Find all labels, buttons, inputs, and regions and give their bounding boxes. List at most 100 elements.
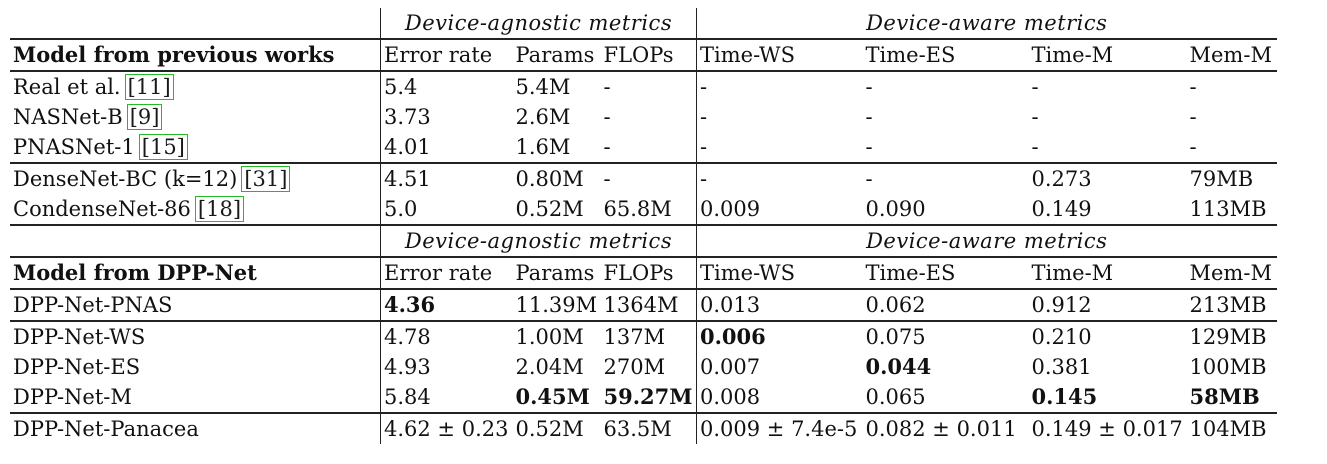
agnostic-group-header: Device-agnostic metrics: [380, 8, 697, 39]
col-header-time-m: Time-M: [1028, 38, 1187, 71]
table-row: DenseNet-BC (k=12) [31] 4.51 0.80M - - - …: [10, 162, 1277, 194]
time-ws-cell: -: [696, 132, 863, 163]
model-name: PNASNet-1: [13, 135, 135, 159]
time-m-cell: 0.210: [1028, 320, 1187, 352]
table-row: PNASNet-1 [15] 4.01 1.6M - - - - -: [10, 132, 1277, 163]
flops-cell: 137M: [600, 320, 697, 352]
mem-m-cell: 129MB: [1186, 320, 1277, 352]
mem-m-cell: -: [1186, 70, 1277, 102]
model-name-cell: PNASNet-1 [15]: [10, 132, 381, 163]
flops-cell: -: [603, 105, 611, 129]
time-es-cell: 0.065: [865, 385, 926, 409]
time-es-cell: -: [862, 70, 1029, 102]
params-cell: 0.45M: [515, 384, 590, 409]
params-cell: 11.39M: [512, 288, 601, 321]
mem-m-cell: 100MB: [1189, 355, 1267, 379]
time-ws-cell: -: [696, 102, 863, 132]
time-ws-cell: 0.008: [696, 382, 863, 413]
mem-m-cell: 58MB: [1189, 384, 1260, 409]
model-name-cell: CondenseNet-86 [18]: [10, 194, 381, 225]
empty-header-cell: [10, 224, 381, 257]
table-row: NASNet-B [9] 3.73 2.6M - - - - -: [10, 102, 1277, 132]
error-rate-cell: 4.51: [380, 162, 513, 194]
model-name: CondenseNet-86: [13, 197, 191, 221]
time-es-cell: 0.044: [865, 354, 932, 379]
col-header-mem-m: Mem-M: [1186, 256, 1277, 289]
table-row: DPP-Net-ES 4.93 2.04M 270M 0.007 0.044 0…: [10, 352, 1277, 382]
group-header-row: Device-agnostic metrics Device-aware met…: [10, 8, 1277, 39]
flops-cell: -: [603, 135, 611, 159]
time-ws-cell: 0.009: [696, 194, 863, 225]
time-es-cell: -: [865, 105, 873, 129]
citation-link[interactable]: [31]: [241, 166, 291, 192]
time-ws-cell: -: [696, 70, 863, 102]
time-ws-cell: 0.007: [696, 352, 863, 382]
model-name-cell: Real et al. [11]: [10, 70, 381, 102]
model-name-cell: DenseNet-BC (k=12) [31]: [10, 162, 381, 194]
params-cell: 1.6M: [515, 135, 571, 159]
time-m-cell: -: [1031, 135, 1039, 159]
flops-cell: 270M: [603, 355, 666, 379]
citation-link[interactable]: [9]: [126, 104, 163, 130]
time-es-cell: 0.075: [862, 320, 1029, 352]
params-cell: 2.6M: [515, 105, 571, 129]
time-m-cell: 0.381: [1031, 355, 1092, 379]
column-header-row: Model from DPP-Net Error rate Params FLO…: [10, 256, 1277, 289]
col-header-time-ws: Time-WS: [696, 38, 863, 71]
col-header-mem-m: Mem-M: [1186, 38, 1277, 71]
empty-header-cell: [10, 8, 381, 39]
params-cell: 0.80M: [512, 162, 601, 194]
column-header-row: Model from previous works Error rate Par…: [10, 38, 1277, 71]
flops-cell: -: [600, 162, 697, 194]
time-m-cell: 0.149: [1031, 197, 1092, 221]
params-cell: 1.00M: [512, 320, 601, 352]
model-name: NASNet-B: [13, 105, 123, 129]
params-cell: 0.52M: [515, 197, 584, 221]
col-header-time-m: Time-M: [1028, 256, 1187, 289]
flops-cell: 63.5M: [600, 412, 697, 444]
col-header-time-ws: Time-WS: [696, 256, 863, 289]
time-es-cell: 0.062: [862, 288, 1029, 321]
error-rate-cell: 4.62 ± 0.23: [380, 412, 513, 444]
params-cell: 5.4M: [512, 70, 601, 102]
table-row: CondenseNet-86 [18] 5.0 0.52M 65.8M 0.009…: [10, 194, 1277, 225]
group-header-row: Device-agnostic metrics Device-aware met…: [10, 224, 1277, 257]
model-name: DPP-Net-M: [13, 385, 132, 409]
time-ws-cell: 0.009 ± 7.4e-5: [696, 412, 863, 444]
time-m-cell: 0.273: [1028, 162, 1187, 194]
mem-m-cell: 79MB: [1186, 162, 1277, 194]
error-rate-cell: 4.36: [380, 288, 513, 321]
flops-cell: 65.8M: [603, 197, 672, 221]
time-m-cell: -: [1028, 70, 1187, 102]
model-name-cell: NASNet-B [9]: [10, 102, 381, 132]
error-rate-cell: 4.01: [380, 132, 513, 163]
model-name: DPP-Net-ES: [13, 355, 141, 379]
time-ws-cell: -: [696, 162, 863, 194]
table-row: DPP-Net-Panacea 4.62 ± 0.23 0.52M 63.5M …: [10, 412, 1277, 444]
citation-link[interactable]: [11]: [124, 74, 174, 100]
model-name: DPP-Net-PNAS: [10, 288, 381, 321]
table-row: DPP-Net-PNAS 4.36 11.39M 1364M 0.013 0.0…: [10, 288, 1277, 321]
model-name: DenseNet-BC (k=12): [13, 167, 238, 191]
col-header-time-es: Time-ES: [862, 256, 1029, 289]
col-header-flops: FLOPs: [600, 256, 697, 289]
section-title: Model from previous works: [10, 38, 381, 71]
time-es-cell: -: [862, 162, 1029, 194]
time-es-cell: 0.082 ± 0.011: [862, 412, 1029, 444]
error-rate-cell: 4.78: [380, 320, 513, 352]
aware-group-header: Device-aware metrics: [696, 224, 1277, 257]
table-row: DPP-Net-M 5.84 0.45M 59.27M 0.008 0.065 …: [10, 382, 1277, 413]
error-rate-cell: 5.0: [380, 194, 513, 225]
error-rate-cell: 5.84: [380, 382, 513, 413]
flops-cell: 59.27M: [603, 384, 693, 409]
error-rate-cell: 4.93: [380, 352, 513, 382]
time-ws-cell: 0.013: [696, 288, 863, 321]
citation-link[interactable]: [15]: [138, 134, 188, 160]
time-m-cell: -: [1031, 105, 1039, 129]
col-header-error-rate: Error rate: [380, 38, 513, 71]
results-table-container: Device-agnostic metrics Device-aware met…: [10, 8, 1277, 444]
citation-link[interactable]: [18]: [194, 196, 245, 222]
model-name: DPP-Net-Panacea: [10, 412, 381, 444]
time-m-cell: 0.149 ± 0.017: [1028, 412, 1187, 444]
time-ws-cell: 0.006: [696, 320, 863, 352]
